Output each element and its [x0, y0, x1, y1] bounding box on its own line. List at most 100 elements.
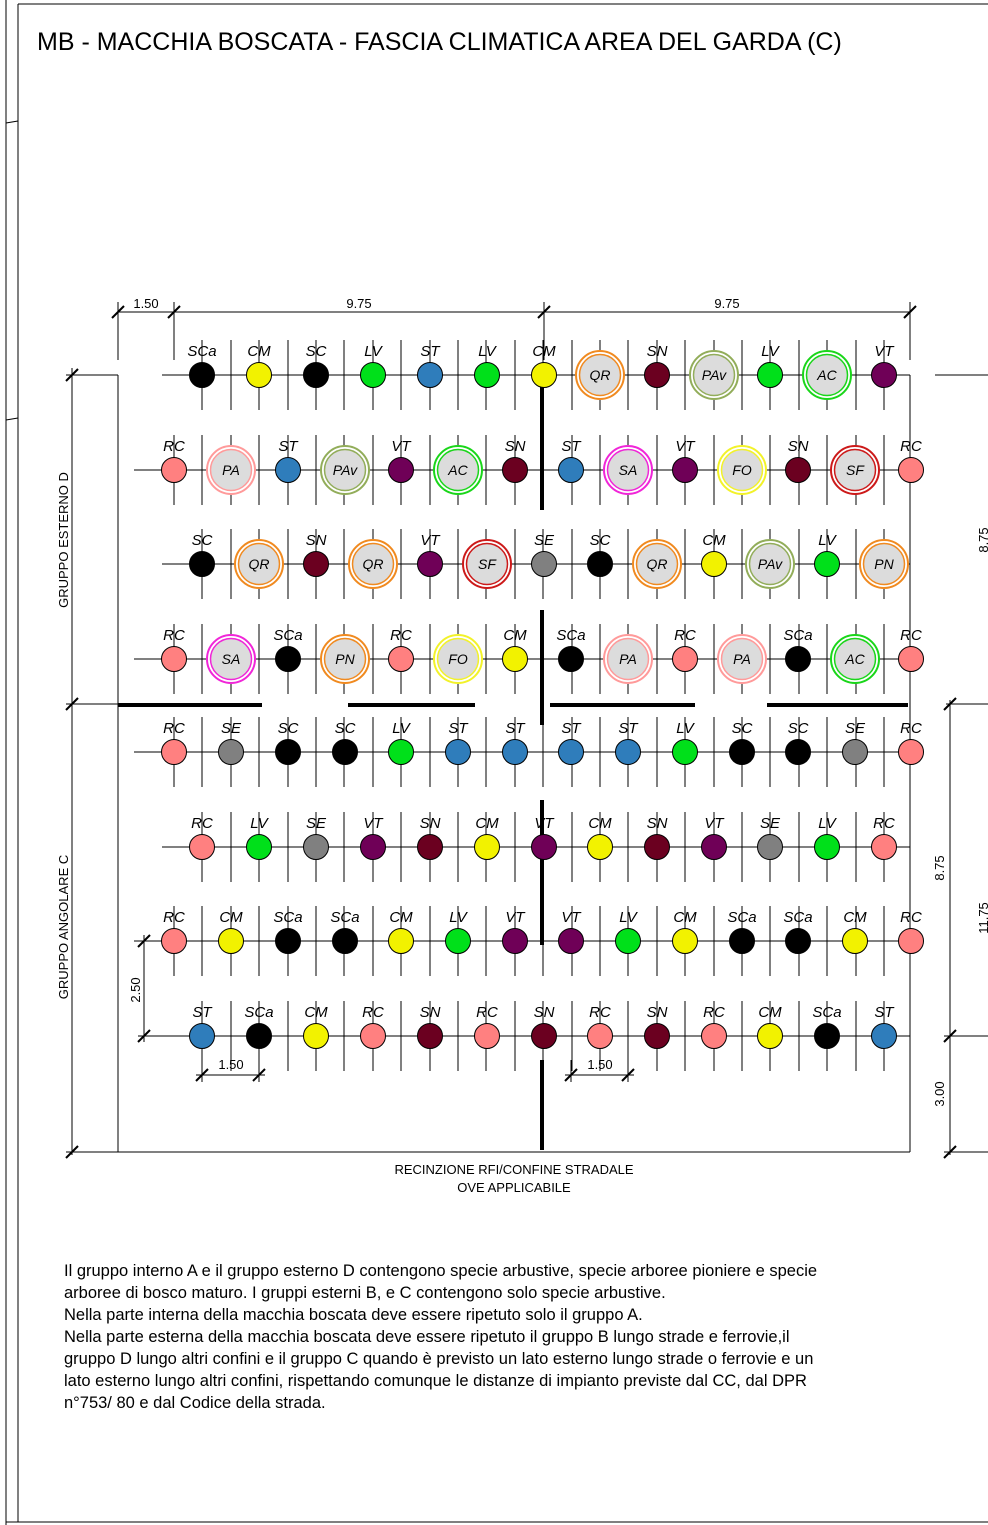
plant-shrub: [871, 834, 897, 860]
plant-shrub: [672, 646, 698, 672]
plant-label: RC: [873, 815, 895, 832]
plant-label: SN: [505, 438, 526, 455]
dim-top-2: 9.75: [346, 296, 371, 311]
plant-arboreal: [436, 448, 480, 492]
plant-shrub: [785, 646, 811, 672]
plant-shrub: [729, 739, 755, 765]
plant-shrub: [587, 834, 613, 860]
plant-label: ST: [192, 1004, 213, 1021]
plant-arboreal: [237, 542, 281, 586]
plant-shrub: [388, 457, 414, 483]
plant-shrub: [558, 457, 584, 483]
plant-label: RC: [163, 627, 185, 644]
plant-label: SN: [647, 1004, 668, 1021]
plant-shrub: [558, 739, 584, 765]
plant-label: SN: [420, 815, 441, 832]
plant-shrub: [417, 362, 443, 388]
plant-shrub: [871, 362, 897, 388]
plant-shrub: [332, 928, 358, 954]
plant-label: LV: [364, 343, 384, 360]
plant-label: CM: [503, 627, 527, 644]
plant-label: VT: [534, 815, 555, 832]
plant-label: CM: [673, 909, 697, 926]
plant-arboreal: [606, 637, 650, 681]
plant-label: VT: [391, 438, 412, 455]
plant-label: SCa: [244, 1004, 273, 1021]
plant-code: PN: [335, 651, 355, 667]
group-d-label: GRUPPO ESTERNO D: [56, 472, 71, 608]
plant-label: LV: [818, 815, 838, 832]
plant-shrub: [672, 457, 698, 483]
plant-label: SCa: [727, 909, 756, 926]
plant-shrub: [701, 834, 727, 860]
left-dimension: [65, 368, 988, 1159]
plant-shrub: [644, 362, 670, 388]
plant-arboreal: [692, 353, 736, 397]
plant-shrub: [275, 646, 301, 672]
plant-shrub: [898, 646, 924, 672]
page-title: MB - MACCHIA BOSCATA - FASCIA CLIMATICA …: [37, 28, 842, 56]
plant-shrub: [417, 834, 443, 860]
plant-label: RC: [703, 1004, 725, 1021]
plant-shrub: [502, 646, 528, 672]
plant-label: ST: [278, 438, 299, 455]
plant-shrub: [502, 457, 528, 483]
plant-label: RC: [191, 815, 213, 832]
plant-shrub: [842, 739, 868, 765]
plant-code: SF: [846, 462, 865, 478]
plant-code: PAv: [758, 556, 783, 572]
dim-right-4: 3.00: [932, 1081, 947, 1106]
note-line: Nella parte esterna della macchia boscat…: [64, 1328, 790, 1346]
plant-arboreal: [862, 542, 906, 586]
plant-arboreal: [323, 448, 367, 492]
plant-label: LV: [449, 909, 469, 926]
plant-label: SE: [221, 720, 242, 737]
plant-shrub: [332, 739, 358, 765]
plant-label: CM: [758, 1004, 782, 1021]
plant-label: SC: [590, 532, 611, 549]
plant-shrub: [757, 834, 783, 860]
plant-rows: SCa CM SC LV ST LV CM QR SN PAv LV AC VT RC PA ST PAv VT A…: [134, 340, 924, 1071]
dim-right-1: 8.75: [976, 527, 988, 552]
plant-label: LV: [250, 815, 270, 832]
plant-label: CM: [219, 909, 243, 926]
plant-code: AC: [816, 367, 837, 383]
plant-label: CM: [247, 343, 271, 360]
plant-label: ST: [505, 720, 526, 737]
plant-shrub: [218, 928, 244, 954]
plant-code: SA: [619, 462, 638, 478]
plant-label: VT: [874, 343, 895, 360]
plant-label: SE: [760, 815, 781, 832]
plant-shrub: [587, 551, 613, 577]
plant-arboreal: [635, 542, 679, 586]
plant-code: SF: [478, 556, 497, 572]
plant-shrub: [531, 362, 557, 388]
plant-row: RC LV SE VT SN CM VT CM SN VT SE LV RC: [162, 812, 910, 882]
plant-arboreal: [209, 448, 253, 492]
plant-label: SC: [788, 720, 809, 737]
plant-shrub: [615, 928, 641, 954]
note-line: arboree di bosco maturo. I gruppi estern…: [64, 1284, 666, 1302]
plant-shrub: [161, 457, 187, 483]
plant-arboreal: [323, 637, 367, 681]
plant-arboreal: [720, 448, 764, 492]
plant-row: RC SE SC SC LV ST ST ST ST LV SC SC SE RC: [134, 717, 924, 787]
plant-shrub: [417, 1023, 443, 1049]
plant-shrub: [558, 646, 584, 672]
plant-shrub: [189, 1023, 215, 1049]
plant-label: LV: [619, 909, 639, 926]
plant-label: ST: [561, 438, 582, 455]
plant-label: CM: [702, 532, 726, 549]
plant-label: RC: [476, 1004, 498, 1021]
plant-label: SE: [534, 532, 555, 549]
plant-shrub: [785, 457, 811, 483]
plant-shrub: [531, 551, 557, 577]
plant-label: ST: [448, 720, 469, 737]
plant-shrub: [615, 739, 641, 765]
plant-arboreal: [748, 542, 792, 586]
plant-shrub: [161, 646, 187, 672]
plant-shrub: [360, 362, 386, 388]
plant-shrub: [360, 1023, 386, 1049]
plant-shrub: [445, 928, 471, 954]
plant-shrub: [303, 1023, 329, 1049]
